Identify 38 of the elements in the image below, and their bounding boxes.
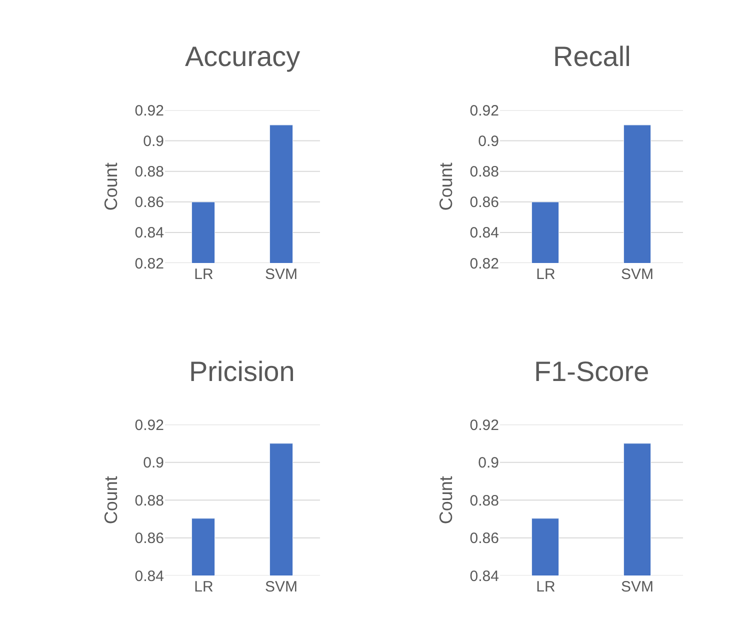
y-tick-label: 0.86 (134, 194, 164, 212)
y-tick-label: 0.92 (134, 416, 164, 434)
x-tick-label: LR (194, 266, 214, 284)
y-tick-label: 0.86 (470, 530, 499, 548)
y-tick-label: 0.82 (134, 255, 164, 272)
y-tick-label: 0.92 (470, 416, 499, 434)
x-tick-label: SVM (264, 578, 298, 596)
x-tick-label: LR (194, 578, 214, 596)
y-tick-label: 0.86 (470, 194, 499, 212)
x-tick-label: SVM (620, 578, 654, 596)
x-tick-label: LR (536, 266, 556, 284)
y-tick-label: 0.84 (134, 568, 164, 585)
y-tick-label: 0.88 (134, 164, 164, 181)
y-tick-label: 0.88 (470, 492, 499, 510)
x-tick-label: SVM (264, 266, 298, 284)
y-tick-label: 0.82 (470, 255, 499, 272)
y-tick-label: 0.9 (143, 454, 164, 472)
chart-title: Recall (553, 41, 631, 72)
chart-title: Pricision (189, 356, 295, 387)
chart-title: Accuracy (185, 41, 300, 72)
y-axis-title: Count (436, 162, 456, 211)
y-tick-label: 0.9 (478, 133, 499, 150)
y-axis-title: Count (436, 476, 456, 524)
y-axis-title: Count (100, 476, 121, 524)
y-axis-title: Count (100, 162, 121, 211)
x-tick-label: LR (536, 578, 556, 596)
chart-title: F1-Score (534, 356, 650, 387)
x-tick-label: SVM (620, 266, 654, 284)
y-tick-label: 0.9 (143, 133, 164, 150)
y-tick-label: 0.88 (134, 492, 164, 510)
y-tick-label: 0.9 (478, 454, 499, 472)
y-tick-label: 0.84 (470, 568, 499, 585)
y-tick-label: 0.84 (134, 224, 164, 242)
y-tick-label: 0.86 (134, 530, 164, 548)
y-tick-label: 0.92 (470, 102, 499, 120)
y-tick-label: 0.92 (134, 102, 164, 120)
y-tick-label: 0.84 (470, 224, 499, 242)
y-tick-label: 0.88 (470, 164, 499, 181)
